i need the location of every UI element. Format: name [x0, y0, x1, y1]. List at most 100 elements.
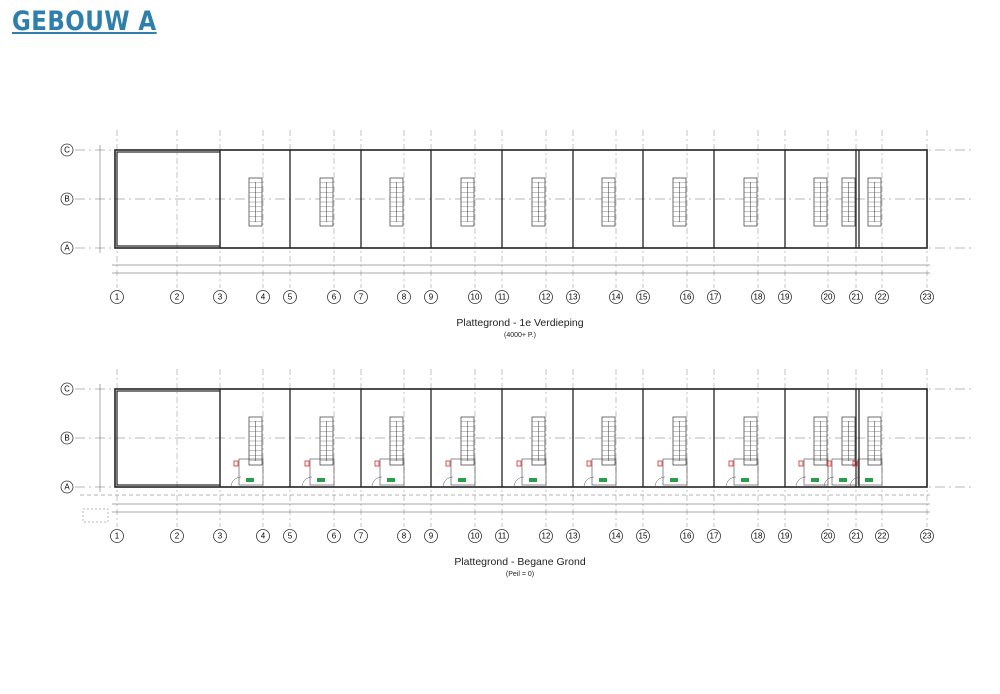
- row-label: C: [64, 146, 70, 155]
- column-label: 1: [115, 532, 120, 541]
- column-bubble: [327, 290, 341, 304]
- column-bubble: [327, 529, 341, 543]
- green-sign: [811, 478, 819, 482]
- door-swing: [513, 476, 525, 488]
- stair: [841, 177, 856, 227]
- column-label: 9: [429, 293, 434, 302]
- green-sign: [865, 478, 873, 482]
- column-label: 7: [359, 293, 364, 302]
- column-label: 21: [852, 293, 861, 302]
- green-sign: [529, 478, 537, 482]
- row-bubble: [60, 382, 74, 396]
- row-bubble: [60, 431, 74, 445]
- red-sign: [445, 460, 451, 467]
- stair: [442, 416, 476, 488]
- column-bubble: [707, 529, 721, 543]
- column-label: 14: [612, 532, 621, 541]
- column-label: 16: [683, 293, 692, 302]
- stair: [813, 177, 828, 227]
- storage-room: [662, 458, 688, 486]
- column-label: 8: [402, 293, 407, 302]
- column-label: 19: [781, 532, 790, 541]
- column-bubble: [256, 529, 270, 543]
- row-bubble: [60, 192, 74, 206]
- column-label: 6: [332, 293, 337, 302]
- stair: [248, 177, 263, 227]
- column-label: 11: [498, 293, 507, 302]
- red-sign: [304, 460, 310, 467]
- row-bubble: [60, 143, 74, 157]
- door-swing: [583, 476, 595, 488]
- column-label: 11: [498, 532, 507, 541]
- column-bubble: [778, 529, 792, 543]
- column-label: 2: [175, 293, 180, 302]
- column-bubble: [609, 290, 623, 304]
- column-label: 1: [115, 293, 120, 302]
- door-swing: [823, 476, 835, 488]
- stair: [230, 416, 264, 488]
- plan-subtitle: (Peil = 0): [506, 571, 534, 578]
- column-bubble: [539, 290, 553, 304]
- stair: [389, 177, 404, 227]
- red-sign: [852, 460, 858, 467]
- storage-room: [521, 458, 547, 486]
- stair: [319, 177, 334, 227]
- column-bubble: [849, 529, 863, 543]
- column-bubble: [213, 529, 227, 543]
- column-label: 23: [923, 532, 932, 541]
- column-bubble: [468, 529, 482, 543]
- door-swing: [849, 476, 861, 488]
- column-label: 8: [402, 532, 407, 541]
- row-label: B: [64, 434, 69, 443]
- green-sign: [670, 478, 678, 482]
- row-bubble: [60, 241, 74, 255]
- page-title: GEBOUW A: [12, 6, 157, 37]
- red-sign: [233, 460, 239, 467]
- stair: [601, 177, 616, 227]
- column-bubble: [778, 290, 792, 304]
- column-bubble: [110, 529, 124, 543]
- storage-room: [733, 458, 759, 486]
- column-label: 19: [781, 293, 790, 302]
- column-label: 10: [471, 293, 480, 302]
- column-bubble: [751, 529, 765, 543]
- column-label: 21: [852, 532, 861, 541]
- storage-room: [309, 458, 335, 486]
- storage-room: [803, 458, 829, 486]
- red-sign: [374, 460, 380, 467]
- stair: [849, 416, 883, 488]
- column-bubble: [213, 290, 227, 304]
- column-bubble: [283, 529, 297, 543]
- row-label: A: [64, 483, 70, 492]
- plan-title: Plattegrond - Begane Grond: [454, 556, 585, 568]
- column-bubble: [566, 290, 580, 304]
- green-sign: [458, 478, 466, 482]
- red-sign: [798, 460, 804, 467]
- column-label: 10: [471, 532, 480, 541]
- stair: [823, 416, 857, 488]
- storage-room: [238, 458, 264, 486]
- column-bubble: [707, 290, 721, 304]
- stair: [531, 177, 546, 227]
- storage-room: [379, 458, 405, 486]
- column-label: 6: [332, 532, 337, 541]
- column-label: 9: [429, 532, 434, 541]
- column-label: 13: [569, 532, 578, 541]
- stair: [371, 416, 405, 488]
- column-bubble: [751, 290, 765, 304]
- detail-box: [82, 508, 109, 523]
- row-bubble: [60, 480, 74, 494]
- column-bubble: [875, 529, 889, 543]
- storage-room: [831, 458, 857, 486]
- column-label: 22: [878, 293, 887, 302]
- column-label: 2: [175, 532, 180, 541]
- stair: [743, 177, 758, 227]
- row-label: B: [64, 195, 69, 204]
- column-bubble: [920, 290, 934, 304]
- door-swing: [371, 476, 383, 488]
- green-sign: [741, 478, 749, 482]
- row-label: A: [64, 244, 70, 253]
- storage-room: [857, 458, 883, 486]
